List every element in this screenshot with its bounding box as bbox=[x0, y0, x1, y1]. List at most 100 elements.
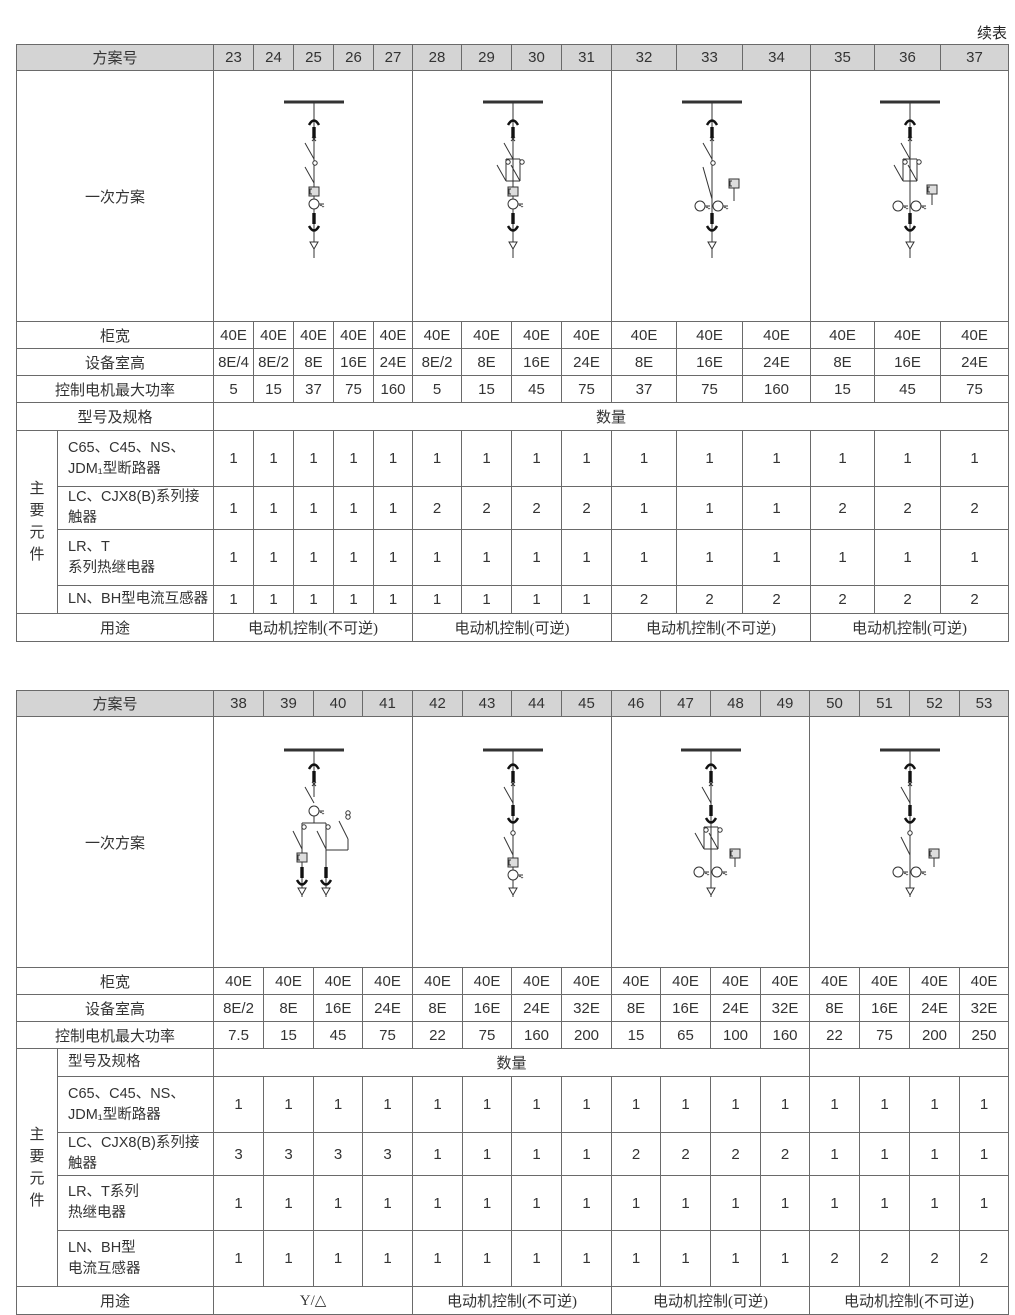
param-value: 40E bbox=[412, 967, 464, 995]
scheme-number: 46 bbox=[611, 690, 662, 717]
component-label: LN、BH型电流互感器 bbox=[56, 585, 215, 614]
plug-connector-icon bbox=[903, 805, 917, 824]
param-value: 40E bbox=[412, 321, 463, 349]
component-quantity: 1 bbox=[611, 1230, 662, 1287]
component-quantity: 1 bbox=[333, 430, 375, 487]
scheme-number: 44 bbox=[511, 690, 563, 717]
relay-icon bbox=[928, 848, 940, 859]
scheme-number-row: 方案号 23 24 25 26 27 28 29 30 31 32 33 34 35 36 37 bbox=[15, 44, 1010, 71]
param-value: 75 bbox=[676, 375, 744, 403]
param-value: 40E bbox=[959, 967, 1010, 995]
scheme-number: 47 bbox=[660, 690, 712, 717]
component-label: LR、T 系列热继电器 bbox=[56, 529, 215, 586]
param-row: 控制电机最大功率 5 15 37 75 160 5 15 45 75 37 75 160 15 45 75 bbox=[15, 375, 1010, 403]
current-transformer-icon bbox=[308, 805, 325, 817]
usage-label: 用途 bbox=[15, 613, 215, 642]
component-quantity: 2 bbox=[742, 585, 812, 614]
component-quantity: 1 bbox=[710, 1175, 762, 1231]
component-quantity: 2 bbox=[561, 486, 613, 530]
spec-label: 型号及规格 bbox=[56, 1048, 215, 1077]
circuit-diagram bbox=[483, 748, 544, 897]
circuit-diagram bbox=[284, 100, 345, 258]
param-value: 8E/2 bbox=[213, 994, 265, 1022]
component-quantity: 3 bbox=[263, 1132, 315, 1176]
component-quantity: 1 bbox=[362, 1230, 414, 1287]
param-value: 24E bbox=[710, 994, 762, 1022]
component-quantity: 1 bbox=[760, 1076, 811, 1133]
single-line-diagram bbox=[213, 716, 414, 968]
switch-icon bbox=[900, 786, 911, 804]
component-quantity: 1 bbox=[676, 486, 744, 530]
component-quantity: 1 bbox=[213, 529, 255, 586]
component-quantity: 2 bbox=[412, 486, 463, 530]
switch-icon bbox=[702, 142, 713, 160]
component-row: LN、BH型电流互感器 1 1 1 1 1 1 1 1 1 2 2 2 2 2 2 bbox=[17, 585, 1010, 614]
single-line-diagram bbox=[611, 716, 811, 968]
param-value: 45 bbox=[511, 375, 563, 403]
diagram-row: 一次方案 bbox=[15, 716, 1010, 968]
component-quantity: 1 bbox=[511, 1230, 563, 1287]
param-value: 8E bbox=[461, 348, 513, 376]
component-quantity: 1 bbox=[412, 1076, 464, 1133]
component-label: LR、T系列 热继电器 bbox=[56, 1175, 215, 1231]
quantity-label: 数量 bbox=[213, 1048, 811, 1077]
single-line-diagram bbox=[809, 716, 1010, 968]
param-value: 40E bbox=[909, 967, 961, 995]
component-quantity: 3 bbox=[362, 1132, 414, 1176]
param-value: 24E bbox=[940, 348, 1010, 376]
component-row: C65、C45、NS、 JDM₁型断路器 1 1 1 1 1 1 1 1 1 1 1 1 1 1 1 1 bbox=[17, 1076, 1010, 1133]
param-value: 40E bbox=[213, 321, 255, 349]
usage-value: 电动机控制(不可逆) bbox=[412, 1286, 613, 1315]
param-value: 16E bbox=[511, 348, 563, 376]
primary-scheme-label: 一次方案 bbox=[15, 70, 215, 322]
current-transformer-icon bbox=[910, 200, 927, 212]
component-quantity: 1 bbox=[373, 529, 414, 586]
param-label: 设备室高 bbox=[15, 348, 215, 376]
current-transformer-icon bbox=[892, 200, 909, 212]
scheme-number: 50 bbox=[809, 690, 861, 717]
param-value: 75 bbox=[362, 1021, 414, 1049]
param-value: 15 bbox=[461, 375, 513, 403]
component-quantity: 1 bbox=[373, 486, 414, 530]
param-value: 37 bbox=[611, 375, 678, 403]
breaker-mark bbox=[709, 136, 715, 142]
scheme-number: 40 bbox=[313, 690, 364, 717]
relay-icon bbox=[296, 852, 308, 863]
usage-row: 用途 电动机控制(不可逆) 电动机控制(可逆) 电动机控制(不可逆) 电动机控制(可逆) bbox=[15, 613, 1010, 642]
component-quantity: 2 bbox=[760, 1132, 811, 1176]
scheme-table-2: 方案号 38 39 40 41 42 43 44 45 46 47 48 49 50 51 52 53 一次方案柜… bbox=[15, 690, 1010, 1315]
switch-icon bbox=[304, 142, 315, 160]
component-quantity: 1 bbox=[959, 1175, 1010, 1231]
param-value: 7.5 bbox=[213, 1021, 265, 1049]
param-value: 32E bbox=[561, 994, 613, 1022]
component-quantity: 1 bbox=[213, 1076, 265, 1133]
param-value: 40E bbox=[293, 321, 335, 349]
scheme-number: 48 bbox=[710, 690, 762, 717]
param-value: 40E bbox=[859, 967, 911, 995]
plug-connector-icon bbox=[307, 763, 321, 782]
param-value: 40E bbox=[742, 321, 812, 349]
param-value: 16E bbox=[660, 994, 712, 1022]
switch-icon bbox=[304, 786, 315, 804]
component-quantity: 1 bbox=[461, 430, 513, 487]
current-transformer-icon bbox=[711, 866, 728, 878]
switch-icon bbox=[292, 830, 303, 850]
component-quantity: 1 bbox=[373, 585, 414, 614]
component-quantity: 1 bbox=[362, 1076, 414, 1133]
breaker-mark bbox=[907, 781, 913, 787]
param-value: 15 bbox=[263, 1021, 315, 1049]
param-value: 40E bbox=[611, 321, 678, 349]
component-quantity: 1 bbox=[313, 1175, 364, 1231]
param-value: 40E bbox=[333, 321, 375, 349]
param-value: 75 bbox=[859, 1021, 911, 1049]
param-value: 40E bbox=[940, 321, 1010, 349]
scheme-number: 27 bbox=[373, 44, 414, 71]
param-value: 40E bbox=[373, 321, 414, 349]
relay-icon bbox=[729, 848, 741, 859]
component-quantity: 1 bbox=[333, 486, 375, 530]
diagram-row: 一次方案 bbox=[15, 70, 1010, 322]
relay-icon bbox=[926, 184, 938, 195]
component-quantity: 1 bbox=[959, 1132, 1010, 1176]
component-quantity: 1 bbox=[253, 486, 295, 530]
param-value: 75 bbox=[333, 375, 375, 403]
